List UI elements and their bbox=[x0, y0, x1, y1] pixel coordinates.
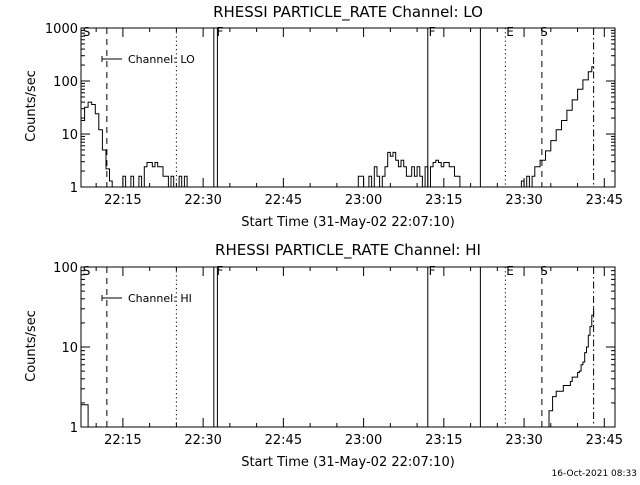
x-tick-label: 22:30 bbox=[184, 433, 221, 448]
x-tick-label: 23:00 bbox=[345, 433, 382, 448]
timestamp: 16-Oct-2021 08:33 bbox=[552, 469, 637, 479]
y-tick-label: 100 bbox=[53, 75, 78, 90]
x-tick-label: 22:30 bbox=[184, 193, 221, 208]
x-tick-label: 22:15 bbox=[104, 193, 141, 208]
legend-label-hi: Channel: HI bbox=[128, 292, 192, 305]
y-tick-label: 1000 bbox=[45, 22, 78, 37]
x-tick-label: 22:45 bbox=[265, 433, 302, 448]
x-tick-label: 23:30 bbox=[505, 193, 542, 208]
plot-frame bbox=[80, 27, 616, 188]
flag-label: S bbox=[540, 25, 548, 39]
chart-title-hi: RHESSI PARTICLE_RATE Channel: HI bbox=[215, 241, 481, 260]
x-tick-label: 23:15 bbox=[425, 433, 462, 448]
y-tick-label: 10 bbox=[61, 128, 78, 143]
y-tick-label: 1 bbox=[70, 181, 78, 196]
series-line bbox=[81, 307, 595, 428]
flag-label: E bbox=[506, 264, 514, 278]
panel-lo: RHESSI PARTICLE_RATE Channel: LO Start T… bbox=[24, 3, 623, 230]
x-tick-label: 23:45 bbox=[586, 193, 623, 208]
series-line bbox=[81, 66, 595, 188]
x-tick-label: 23:30 bbox=[505, 433, 542, 448]
flag-label: S bbox=[83, 264, 91, 278]
flag-label: S bbox=[83, 25, 91, 39]
x-axis-label-hi: Start Time (31-May-02 22:07:10) bbox=[241, 455, 455, 470]
y-axis-label-lo: Counts/sec bbox=[24, 70, 39, 142]
chart-title-lo: RHESSI PARTICLE_RATE Channel: LO bbox=[213, 3, 483, 22]
flag-label: F bbox=[217, 25, 224, 39]
x-axis-label-lo: Start Time (31-May-02 22:07:10) bbox=[241, 215, 455, 230]
panel-hi: RHESSI PARTICLE_RATE Channel: HI Start T… bbox=[24, 241, 623, 470]
x-tick-label: 22:45 bbox=[265, 193, 302, 208]
x-tick-label: 23:15 bbox=[425, 193, 462, 208]
y-tick-label: 1 bbox=[70, 421, 78, 436]
flag-label: F bbox=[429, 25, 436, 39]
flag-label: S bbox=[540, 264, 548, 278]
x-tick-label: 23:00 bbox=[345, 193, 382, 208]
legend-label-lo: Channel: LO bbox=[128, 53, 195, 66]
x-tick-label: 23:45 bbox=[586, 433, 623, 448]
plot-frame bbox=[80, 266, 616, 428]
flag-label: F bbox=[429, 264, 436, 278]
y-tick-label: 10 bbox=[61, 341, 78, 356]
flag-label: F bbox=[217, 264, 224, 278]
y-axis-label-hi: Counts/sec bbox=[24, 310, 39, 382]
flag-label: E bbox=[506, 25, 514, 39]
y-tick-label: 100 bbox=[53, 261, 78, 276]
x-tick-label: 22:15 bbox=[104, 433, 141, 448]
